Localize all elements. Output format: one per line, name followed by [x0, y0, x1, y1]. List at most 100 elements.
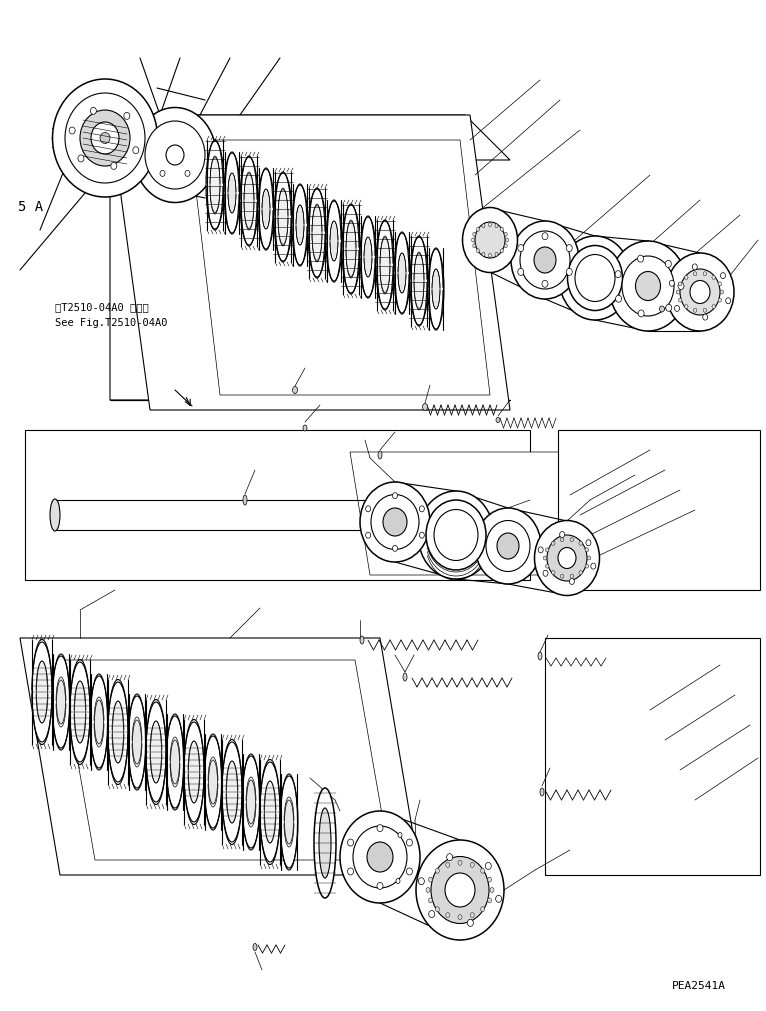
Ellipse shape — [319, 808, 331, 878]
Ellipse shape — [431, 856, 489, 923]
Ellipse shape — [560, 532, 565, 538]
Ellipse shape — [428, 878, 433, 882]
Ellipse shape — [678, 282, 684, 289]
Ellipse shape — [475, 508, 541, 584]
Ellipse shape — [616, 295, 621, 302]
Ellipse shape — [426, 500, 486, 570]
Ellipse shape — [419, 532, 424, 538]
Ellipse shape — [545, 564, 549, 568]
Ellipse shape — [489, 254, 492, 258]
Ellipse shape — [497, 533, 519, 559]
Ellipse shape — [128, 696, 146, 788]
Ellipse shape — [367, 842, 393, 872]
Ellipse shape — [615, 271, 621, 278]
Ellipse shape — [669, 280, 674, 286]
Ellipse shape — [398, 253, 406, 293]
Ellipse shape — [74, 681, 86, 743]
Ellipse shape — [244, 172, 254, 229]
Ellipse shape — [376, 221, 394, 309]
Ellipse shape — [540, 788, 544, 796]
Ellipse shape — [70, 662, 90, 762]
Polygon shape — [60, 660, 390, 860]
Ellipse shape — [568, 246, 623, 310]
Ellipse shape — [552, 570, 555, 574]
Ellipse shape — [432, 269, 440, 309]
Ellipse shape — [91, 122, 119, 154]
Ellipse shape — [545, 548, 549, 552]
Ellipse shape — [90, 107, 97, 114]
Ellipse shape — [340, 811, 420, 903]
Ellipse shape — [470, 913, 474, 918]
Ellipse shape — [467, 919, 473, 926]
Ellipse shape — [446, 913, 450, 918]
Ellipse shape — [278, 188, 288, 246]
Ellipse shape — [570, 574, 574, 578]
Polygon shape — [20, 638, 420, 875]
Polygon shape — [110, 115, 510, 410]
Ellipse shape — [418, 878, 424, 885]
Ellipse shape — [496, 418, 500, 423]
Ellipse shape — [542, 280, 548, 287]
Ellipse shape — [53, 79, 158, 197]
Ellipse shape — [679, 282, 682, 286]
Ellipse shape — [496, 896, 502, 902]
Ellipse shape — [396, 879, 400, 884]
Ellipse shape — [428, 249, 444, 329]
Ellipse shape — [482, 252, 485, 256]
Text: See Fig.T2510-04A0: See Fig.T2510-04A0 — [55, 318, 168, 328]
Ellipse shape — [312, 204, 322, 262]
Ellipse shape — [166, 145, 184, 165]
Ellipse shape — [560, 538, 564, 542]
Ellipse shape — [426, 888, 430, 893]
Ellipse shape — [569, 578, 574, 584]
Ellipse shape — [559, 236, 631, 320]
Ellipse shape — [346, 220, 356, 278]
Ellipse shape — [428, 898, 433, 903]
Ellipse shape — [240, 157, 258, 245]
Ellipse shape — [208, 760, 218, 804]
Ellipse shape — [377, 825, 383, 832]
Ellipse shape — [520, 231, 570, 289]
Ellipse shape — [486, 862, 491, 869]
Ellipse shape — [262, 189, 270, 229]
Ellipse shape — [133, 720, 142, 764]
Ellipse shape — [638, 310, 644, 316]
Ellipse shape — [586, 540, 591, 546]
Ellipse shape — [579, 570, 582, 574]
Ellipse shape — [566, 245, 572, 252]
Ellipse shape — [495, 252, 498, 256]
Ellipse shape — [535, 521, 600, 595]
Ellipse shape — [518, 245, 524, 252]
Ellipse shape — [303, 425, 307, 431]
Ellipse shape — [488, 898, 492, 903]
Ellipse shape — [588, 556, 591, 560]
Ellipse shape — [718, 298, 722, 302]
Ellipse shape — [330, 221, 338, 261]
Ellipse shape — [591, 563, 596, 569]
Ellipse shape — [476, 227, 480, 232]
Ellipse shape — [423, 403, 427, 410]
Ellipse shape — [712, 304, 715, 308]
Ellipse shape — [134, 107, 216, 202]
Ellipse shape — [52, 656, 70, 748]
Ellipse shape — [124, 112, 130, 119]
Ellipse shape — [253, 943, 257, 950]
Ellipse shape — [575, 255, 615, 301]
Ellipse shape — [703, 308, 707, 312]
Ellipse shape — [242, 756, 260, 848]
Ellipse shape — [447, 853, 453, 860]
Polygon shape — [350, 452, 580, 575]
Ellipse shape — [247, 780, 256, 824]
Ellipse shape — [470, 862, 474, 867]
Ellipse shape — [693, 308, 697, 312]
Ellipse shape — [69, 127, 75, 134]
Polygon shape — [110, 115, 510, 160]
Ellipse shape — [561, 574, 564, 578]
Polygon shape — [545, 638, 760, 875]
Ellipse shape — [476, 249, 480, 253]
Ellipse shape — [166, 716, 184, 808]
Ellipse shape — [360, 217, 376, 297]
Ellipse shape — [398, 832, 402, 837]
Ellipse shape — [721, 273, 725, 279]
Text: 5 A: 5 A — [18, 200, 43, 214]
